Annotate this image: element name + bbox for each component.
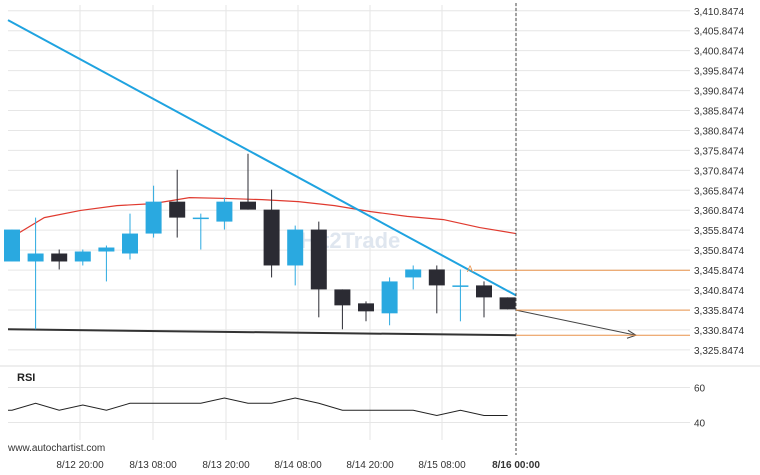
footer-credit: www.autochartist.com [8, 443, 106, 454]
candle-body [122, 233, 138, 254]
grid [8, 5, 690, 440]
projection-arrow-line [515, 309, 637, 336]
support-line [7, 328, 517, 337]
y-tick-label: 3,360.8474 [694, 206, 744, 217]
candle-body [169, 201, 186, 218]
candle-body [476, 285, 492, 298]
candle-body [263, 209, 280, 266]
x-tick-label: 8/13 08:00 [129, 460, 177, 471]
y-tick-label: 3,390.8474 [694, 87, 744, 98]
x-tick-label: 8/14 08:00 [274, 460, 322, 471]
rsi-label: RSI [17, 372, 35, 384]
candle-body [452, 285, 469, 287]
candle-body [240, 201, 256, 210]
y-tick-label: 3,405.8474 [694, 27, 744, 38]
y-tick-label: 3,375.8474 [694, 146, 744, 157]
y-tick-label: 3,335.8474 [694, 306, 744, 317]
x-axis-ticks: 8/12 20:00 8/13 08:00 8/13 20:00 8/14 08:00… [56, 460, 540, 471]
x-tick-label: 8/14 20:00 [346, 460, 394, 471]
x-tick-label: 8/16 00:00 [492, 460, 540, 471]
y-tick-label: 3,385.8474 [694, 107, 744, 118]
candle-body [287, 229, 304, 266]
candle-body [74, 251, 91, 262]
y-tick-label: 3,330.8474 [694, 326, 744, 337]
candle-body [428, 269, 445, 286]
candle-body [381, 281, 398, 314]
candle-body [4, 229, 20, 262]
upper-trend-line [7, 19, 517, 297]
rsi-panel: 60 40 [0, 365, 760, 430]
moving-average-line [7, 197, 517, 241]
candle-body [98, 247, 115, 252]
candle-body [216, 201, 233, 222]
rsi-tick-label: 60 [694, 384, 706, 395]
moving-average-path [7, 197, 517, 241]
candle-body [51, 253, 68, 262]
candles [4, 153, 516, 330]
y-tick-label: 3,340.8474 [694, 286, 744, 297]
candle-body [192, 217, 209, 220]
rsi-tick-label: 40 [694, 419, 706, 430]
x-tick-label: 8/13 20:00 [202, 460, 250, 471]
x-tick-label: 8/12 20:00 [56, 460, 104, 471]
y-tick-label: 3,345.8474 [694, 266, 744, 277]
candle-body [310, 229, 327, 290]
y-tick-label: 3,395.8474 [694, 67, 744, 78]
y-tick-label: 3,350.8474 [694, 246, 744, 257]
y-tick-label: 3,325.8474 [694, 346, 744, 357]
y-tick-label: 3,410.8474 [694, 7, 744, 18]
price-level-lines [474, 269, 690, 336]
candle-body [405, 269, 422, 278]
candle-body [334, 289, 351, 306]
y-tick-label: 3,355.8474 [694, 226, 744, 237]
x-tick-label: 8/15 08:00 [418, 460, 466, 471]
y-tick-label: 3,400.8474 [694, 47, 744, 58]
y-axis-ticks: 3,410.8474 3,405.8474 3,400.8474 3,395.8474… [694, 7, 744, 357]
y-tick-label: 3,365.8474 [694, 186, 744, 197]
trend-lines [7, 3, 638, 455]
candle-body [145, 201, 162, 234]
candle-body [499, 297, 516, 310]
candle-body [27, 253, 44, 262]
y-tick-label: 3,380.8474 [694, 126, 744, 137]
pattern-marker: A [467, 264, 473, 274]
candle-body [358, 303, 374, 312]
rsi-line [8, 397, 508, 417]
y-tick-label: 3,370.8474 [694, 166, 744, 177]
